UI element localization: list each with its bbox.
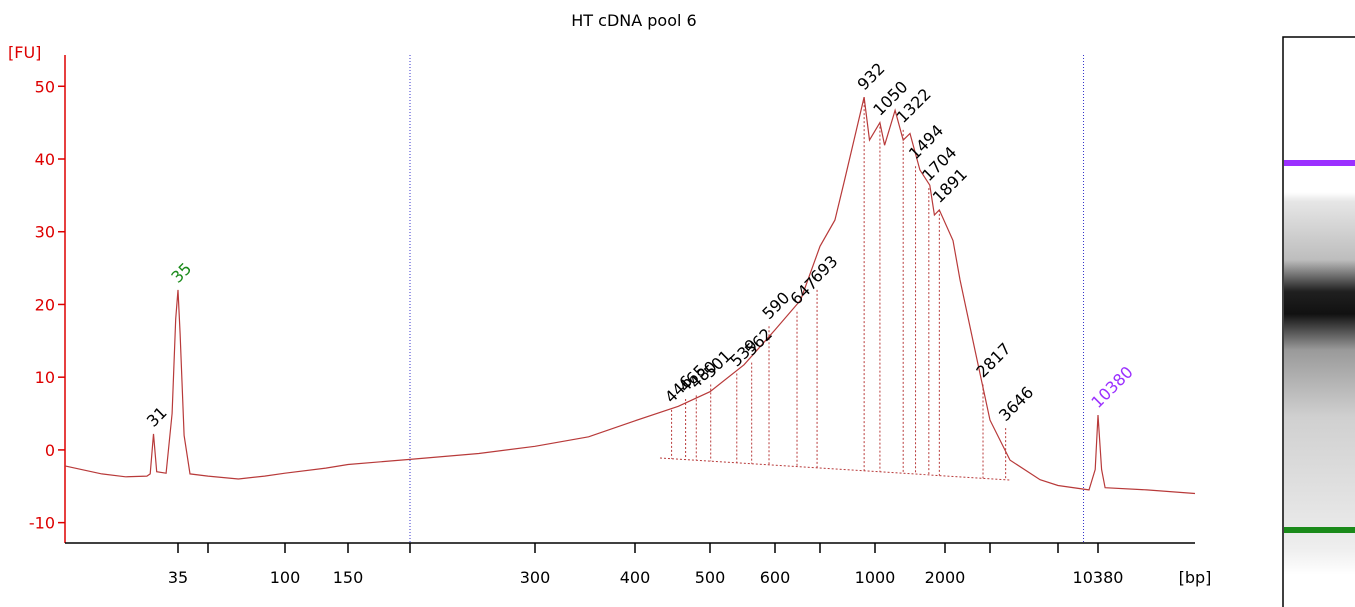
peak-label: 2817 — [972, 339, 1014, 381]
y-tick-label: 40 — [35, 150, 55, 169]
gel-lane — [1282, 36, 1355, 607]
peak-label: 35 — [167, 259, 195, 287]
x-tick-label: 2000 — [925, 568, 966, 587]
y-tick-label: 0 — [45, 441, 55, 460]
x-axis-label: [bp] — [1179, 568, 1212, 587]
y-tick-label: 20 — [35, 295, 55, 314]
peak-label: 3646 — [995, 383, 1037, 425]
upper-marker-band — [1284, 160, 1355, 166]
lower-marker-band — [1284, 527, 1355, 533]
x-tick-label: 1000 — [855, 568, 896, 587]
x-tick-label: 400 — [620, 568, 651, 587]
x-tick-label: 35 — [168, 568, 188, 587]
y-tick-label: -10 — [29, 514, 55, 533]
peak-baseline — [659, 457, 1011, 481]
gel-band-fill — [1284, 125, 1355, 575]
y-axis-label: [FU] — [8, 43, 41, 62]
x-tick-label: 100 — [270, 568, 301, 587]
peak-label: 10380 — [1087, 362, 1136, 411]
y-tick-label: 30 — [35, 223, 55, 242]
y-tick-label: 50 — [35, 77, 55, 96]
y-tick-label: 10 — [35, 368, 55, 387]
trace-line — [64, 97, 1196, 495]
x-tick-label: 10380 — [1073, 568, 1124, 587]
plot-area: [FU] [bp] -10 0 10 20 30 40 50 35 100 150 300 400 500 6… — [8, 43, 1211, 587]
x-tick-label: 150 — [333, 568, 364, 587]
x-tick-label: 600 — [760, 568, 791, 587]
peak-label: 31 — [143, 403, 171, 431]
x-tick-label: 300 — [520, 568, 551, 587]
chart-title: HT cDNA pool 6 — [571, 11, 696, 30]
x-tick-label: 500 — [695, 568, 726, 587]
peak-label: 932 — [854, 59, 889, 94]
